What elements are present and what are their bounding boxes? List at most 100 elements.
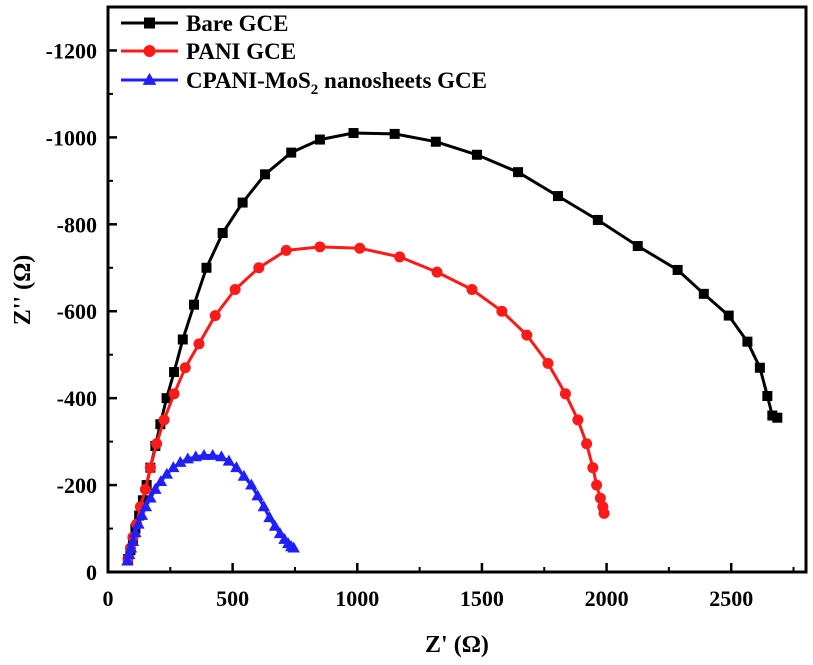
data-point [206,449,219,460]
data-point [217,228,228,238]
data-point [594,492,606,504]
legend-label: Bare GCE [186,11,288,36]
legend-marker [143,45,156,57]
y-tick-label: -800 [57,212,97,237]
y-axis-ticks: 0 -200 -400 -600 -800 -1000 -1200 [46,38,117,585]
legend-entry: CPANI-MoS2 nanosheets GCE [121,68,487,98]
data-point [542,357,554,369]
data-point [129,526,142,538]
data-point [260,169,271,180]
data-point [581,438,593,450]
data-point [245,478,258,490]
series-2 [122,241,610,565]
data-point [215,450,228,462]
x-tick-label: 2500 [709,586,753,611]
data-point [144,491,157,503]
data-point [139,500,153,512]
data-point [237,469,251,481]
data-point [189,299,200,310]
data-point [587,462,599,474]
data-point [149,482,162,494]
legend-entry: PANI GCE [121,39,296,64]
data-point [314,241,326,253]
data-point [572,414,584,426]
data-point [251,489,264,501]
data-point [126,535,140,546]
legend-marker [142,72,157,85]
data-point [672,264,683,275]
data-point [314,134,325,145]
data-point [431,266,443,278]
data-point [430,136,441,147]
data-point [132,517,145,529]
y-axis-title: Z'' (Ω) [10,255,36,326]
data-point [237,197,248,208]
y-tick-label: -200 [57,473,97,498]
y-tick-label: -400 [57,386,97,411]
data-point [209,310,221,322]
data-point [521,329,533,341]
data-point [154,475,168,487]
data-point [229,284,241,295]
data-point [632,241,643,252]
data-point [121,554,134,566]
x-axis-title: Z' (Ω) [425,632,489,658]
data-point [263,511,276,523]
data-point [174,455,187,467]
data-point [723,310,734,321]
data-point [268,519,282,531]
data-point [135,508,149,520]
y-tick-label: -1000 [46,125,97,150]
x-tick-label: 1000 [335,586,379,611]
data-point [394,251,406,263]
data-point [177,334,188,345]
data-point [513,167,524,178]
data-point [201,262,212,273]
x-tick-label: 500 [216,586,249,611]
data-point [230,461,243,473]
data-point [354,242,366,254]
legend-marker [144,17,155,29]
data-point [122,548,136,560]
data-point [160,467,174,479]
data-point [471,149,482,160]
data-point [257,500,271,512]
data-point [592,214,603,225]
data-point [496,305,508,317]
y-tick-label: 0 [86,560,97,585]
data-point [762,390,773,401]
data-point [348,128,359,139]
data-point [158,414,170,426]
legend: Bare GCE PANI GCE CPANI-MoS2 nanosheets GC… [121,11,487,98]
series-1 [122,128,783,564]
data-point [552,191,563,202]
data-point [155,419,166,430]
data-point [161,393,172,404]
legend-entry: Bare GCE [121,11,288,36]
data-point [754,362,765,373]
data-point [559,388,571,400]
data-point [286,147,297,158]
data-point [389,128,400,139]
data-point [179,362,191,374]
data-point [287,541,300,553]
data-point [742,336,753,347]
data-point [698,288,709,299]
legend-label: CPANI-MoS2 nanosheets GCE [186,68,487,98]
legend-label: PANI GCE [186,39,296,64]
data-point [253,262,265,274]
y-tick-label: -600 [57,299,97,324]
data-point [197,449,211,460]
data-point [144,462,156,474]
x-tick-label: 2000 [585,586,629,611]
data-point [598,507,610,519]
data-point [169,367,180,378]
data-point [466,284,478,295]
x-axis-ticks: 0 500 1000 1500 2000 2500 [103,563,795,611]
series-line [126,131,778,560]
data-point [222,454,236,466]
x-tick-label: 1500 [460,586,504,611]
x-tick-label: 0 [103,586,114,611]
data-point [193,338,205,350]
